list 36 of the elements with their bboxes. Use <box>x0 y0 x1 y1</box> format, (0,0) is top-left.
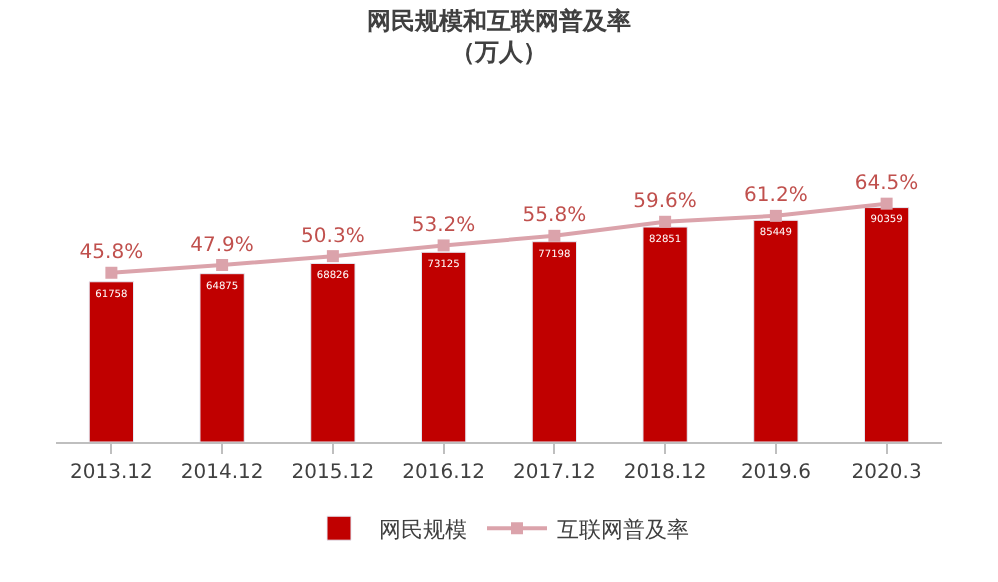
point <box>437 239 450 252</box>
chart-subtitle: （万人） <box>451 38 547 67</box>
data-label: 61.2% <box>744 185 808 208</box>
x-tick-label: 2020.3 <box>851 462 922 484</box>
legend-label: 网民规模 <box>379 516 467 543</box>
data-label: 59.6% <box>633 191 697 214</box>
bar <box>863 207 910 442</box>
data-label: 53.2% <box>411 214 476 237</box>
data-label: 55.8% <box>522 205 587 228</box>
data-label: 45.8% <box>79 242 144 265</box>
x-tick-label: 2017.12 <box>513 462 596 484</box>
bar <box>310 262 356 442</box>
x-tick-label: 2015.12 <box>291 462 375 484</box>
legend-label: 互联网普及率 <box>557 516 689 543</box>
x-tick-label: 2016.12 <box>402 462 485 484</box>
x-tick-label: 2014.12 <box>180 462 264 484</box>
bar <box>88 281 135 442</box>
point <box>105 266 118 279</box>
data-label: 50.3% <box>301 225 365 248</box>
point <box>326 250 339 263</box>
x-tick-label: 2018.12 <box>623 462 707 484</box>
point <box>880 197 893 210</box>
point <box>548 229 561 242</box>
x-tick-label: 2013.12 <box>70 462 153 484</box>
bar <box>642 226 688 442</box>
bar <box>199 273 245 442</box>
bar <box>420 251 467 442</box>
point <box>659 215 672 228</box>
bar <box>531 241 578 442</box>
x-tick-label: 2019.6 <box>740 462 811 484</box>
point <box>769 209 782 222</box>
chart-title: 网民规模和互联网普及率 <box>367 7 631 36</box>
point <box>216 259 229 271</box>
bar <box>753 219 799 442</box>
data-label: 47.9% <box>190 234 254 257</box>
data-label: 64.5% <box>854 173 919 196</box>
